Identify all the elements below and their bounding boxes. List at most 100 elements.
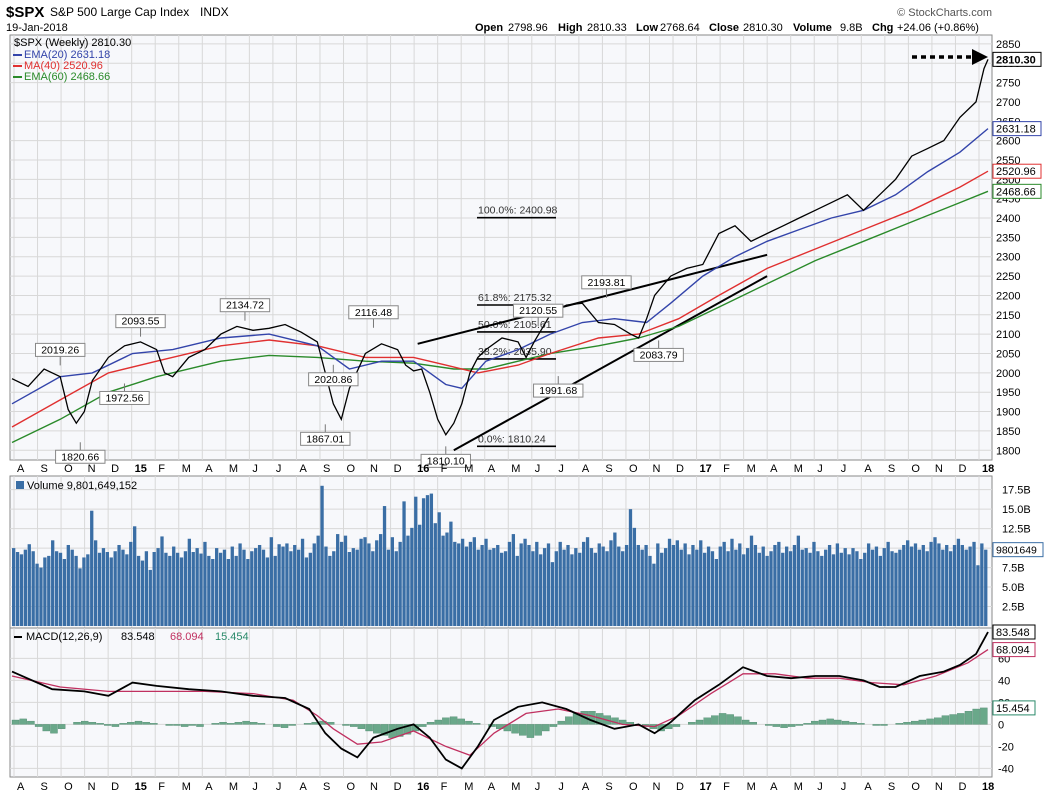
volume-bar bbox=[222, 549, 227, 626]
volume-bar bbox=[519, 543, 523, 626]
volume-bar bbox=[441, 535, 445, 626]
macd-histogram-bar bbox=[273, 724, 281, 727]
annotation-box bbox=[533, 383, 584, 398]
macd-histogram-bar bbox=[526, 724, 535, 738]
macd-title-name: MACD(12,26,9) bbox=[26, 631, 102, 643]
volume-bar bbox=[300, 538, 305, 626]
x-tick-label: O bbox=[629, 781, 638, 793]
volume-bar bbox=[800, 549, 804, 626]
volume-bar bbox=[734, 549, 738, 626]
volume-bar bbox=[691, 544, 695, 626]
trendline bbox=[453, 275, 768, 452]
x-tick-label: J bbox=[252, 463, 257, 475]
x-tick-label: J bbox=[276, 781, 282, 793]
volume-bar bbox=[183, 551, 188, 626]
volume-bar bbox=[535, 541, 539, 626]
macd-histogram-bar bbox=[542, 724, 550, 732]
volume-bar bbox=[296, 549, 301, 626]
volume-bar bbox=[511, 534, 516, 626]
price-tick-label: 1850 bbox=[996, 426, 1020, 438]
macd-title: MACD(12,26,9) 83.548 68.094 15.454 bbox=[26, 631, 249, 643]
volume-bar bbox=[956, 538, 961, 626]
volume-bar bbox=[293, 544, 297, 626]
volume-tick-label: 17.5B bbox=[1002, 485, 1031, 497]
volume-bar bbox=[515, 555, 519, 626]
annotation-box bbox=[512, 303, 564, 318]
volume-bar bbox=[527, 544, 531, 626]
annotation-box bbox=[633, 347, 684, 362]
volume-bar bbox=[371, 551, 375, 626]
volume-bar bbox=[909, 546, 914, 626]
high-value: 2810.33 bbox=[587, 22, 627, 34]
volume-bar bbox=[289, 551, 293, 626]
high-label: High bbox=[558, 22, 583, 34]
fib-label: 38.2%: 2035.90 bbox=[478, 346, 552, 358]
x-tick-label: J bbox=[558, 463, 564, 475]
volume-bar bbox=[546, 543, 551, 626]
volume-bar bbox=[773, 544, 777, 626]
macd-histogram-bar bbox=[588, 711, 596, 725]
price-tick-label: 2600 bbox=[996, 136, 1020, 148]
macd-tag-macd: 83.548 bbox=[996, 627, 1030, 639]
volume-bar bbox=[710, 551, 715, 626]
x-tick-label: D bbox=[676, 463, 684, 475]
volume-bar bbox=[117, 544, 121, 626]
index-name: S&P 500 Large Cap Index bbox=[50, 5, 189, 19]
volume-bar bbox=[847, 554, 851, 626]
volume-bar bbox=[894, 552, 898, 626]
macd-histogram-bar bbox=[549, 724, 558, 727]
x-tick-label: M bbox=[794, 781, 803, 793]
volume-bar bbox=[156, 548, 160, 626]
volume-bar bbox=[878, 555, 882, 626]
volume-bar bbox=[663, 548, 668, 626]
macd-histogram-bar bbox=[188, 724, 196, 726]
volume-bar bbox=[187, 538, 191, 626]
volume-bar bbox=[722, 541, 726, 626]
volume-tick-label: 15.0B bbox=[1002, 504, 1031, 516]
ohlc-readout: Open 2798.96 High 2810.33 Low 2768.64 Cl… bbox=[475, 22, 979, 34]
volume-bar bbox=[917, 549, 922, 626]
macd-histogram-bar bbox=[303, 723, 312, 725]
volume-bar bbox=[855, 551, 859, 626]
x-tick-label: J bbox=[841, 463, 847, 475]
volume-bar bbox=[742, 554, 746, 626]
annotation-label: 2093.55 bbox=[122, 316, 160, 328]
volume-bar bbox=[324, 546, 328, 626]
volume-bar bbox=[246, 559, 250, 626]
macd-histogram-bar bbox=[227, 723, 235, 725]
volume-bar bbox=[281, 546, 285, 626]
macd-histogram-bar bbox=[449, 716, 458, 725]
x-tick-label: M bbox=[747, 781, 756, 793]
volume-bar bbox=[886, 541, 890, 626]
volume-bar bbox=[179, 557, 184, 626]
volume-tick-label: 12.5B bbox=[1002, 524, 1031, 536]
macd-histogram-bar bbox=[872, 724, 880, 726]
macd-histogram-bar bbox=[81, 720, 89, 725]
volume-bar bbox=[195, 548, 199, 626]
annotation-box bbox=[420, 453, 471, 468]
volume-bar bbox=[675, 540, 679, 626]
x-tick-label: 18 bbox=[982, 781, 994, 793]
volume-bar bbox=[265, 557, 270, 626]
volume-bar bbox=[812, 541, 816, 626]
macd-histogram-bar bbox=[365, 724, 373, 732]
macd-histogram-bar bbox=[672, 724, 681, 727]
volume-bar bbox=[730, 538, 734, 626]
volume-bar bbox=[74, 555, 78, 626]
volume-bar bbox=[792, 544, 797, 626]
volume-bar bbox=[496, 544, 500, 626]
volume-bar bbox=[472, 537, 476, 626]
x-tick-label: F bbox=[158, 463, 165, 475]
x-tick-label: D bbox=[394, 463, 402, 475]
macd-histogram-bar bbox=[565, 716, 573, 725]
macd-tick-label: -20 bbox=[998, 741, 1014, 753]
macd-histogram-bar bbox=[373, 724, 381, 734]
close-label: Close bbox=[709, 22, 739, 34]
symbol: $SPX bbox=[6, 4, 44, 21]
volume-bar bbox=[937, 543, 941, 626]
x-tick-label: S bbox=[605, 463, 612, 475]
x-tick-label: J bbox=[817, 463, 823, 475]
x-tick-label: D bbox=[111, 781, 119, 793]
volume-bar bbox=[945, 544, 949, 626]
